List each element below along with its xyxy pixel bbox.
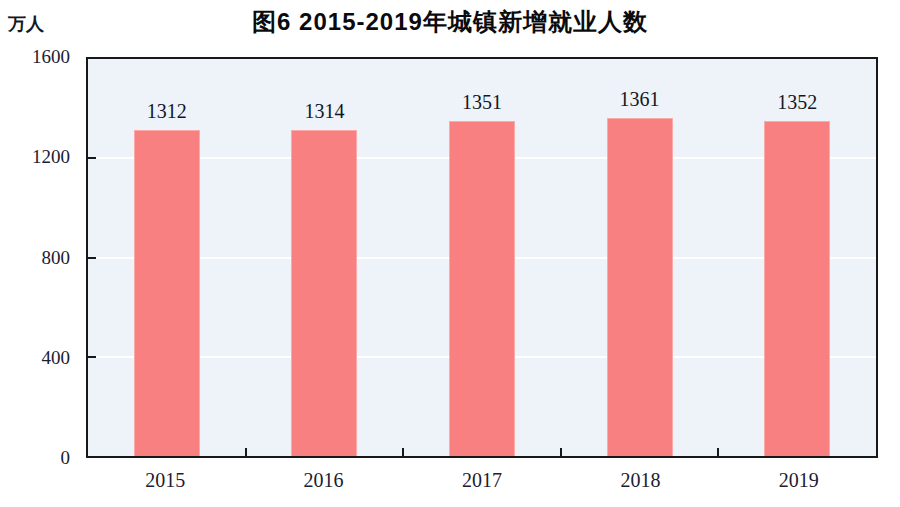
y-axis-tick xyxy=(88,157,96,159)
y-tick-label: 800 xyxy=(42,247,71,269)
x-axis-tick xyxy=(402,448,404,456)
bar-value-label: 1361 xyxy=(570,88,710,111)
y-tick-label: 0 xyxy=(61,447,71,469)
y-axis: 040080012001600 xyxy=(0,57,76,458)
x-axis: 20152016201720182019 xyxy=(86,466,878,496)
plot-area: 1312 1314 1351 1361 1352 xyxy=(86,57,878,458)
x-tick-label: 2018 xyxy=(561,466,719,496)
bar-value-label: 1312 xyxy=(97,100,237,123)
y-axis-tick xyxy=(88,356,96,358)
y-tick-label: 400 xyxy=(42,347,71,369)
bar xyxy=(449,121,515,456)
y-axis-tick xyxy=(88,257,96,259)
x-axis-tick xyxy=(245,448,247,456)
x-tick-label: 2017 xyxy=(403,466,561,496)
bar-value-label: 1352 xyxy=(727,91,867,114)
bar xyxy=(607,118,673,456)
bar-value-label: 1314 xyxy=(254,100,394,123)
x-tick-label: 2019 xyxy=(720,466,878,496)
x-tick-label: 2015 xyxy=(86,466,244,496)
chart-canvas: 万人 图6 2015-2019年城镇新增就业人数 040080012001600… xyxy=(0,0,900,507)
x-tick-label: 2016 xyxy=(244,466,402,496)
chart-title: 图6 2015-2019年城镇新增就业人数 xyxy=(0,6,900,38)
y-tick-label: 1200 xyxy=(32,146,70,168)
bar xyxy=(764,121,830,456)
x-axis-tick xyxy=(717,448,719,456)
bar xyxy=(134,130,200,456)
x-axis-tick xyxy=(560,448,562,456)
bar-value-label: 1351 xyxy=(412,91,552,114)
y-tick-label: 1600 xyxy=(32,46,70,68)
bar xyxy=(291,130,357,456)
